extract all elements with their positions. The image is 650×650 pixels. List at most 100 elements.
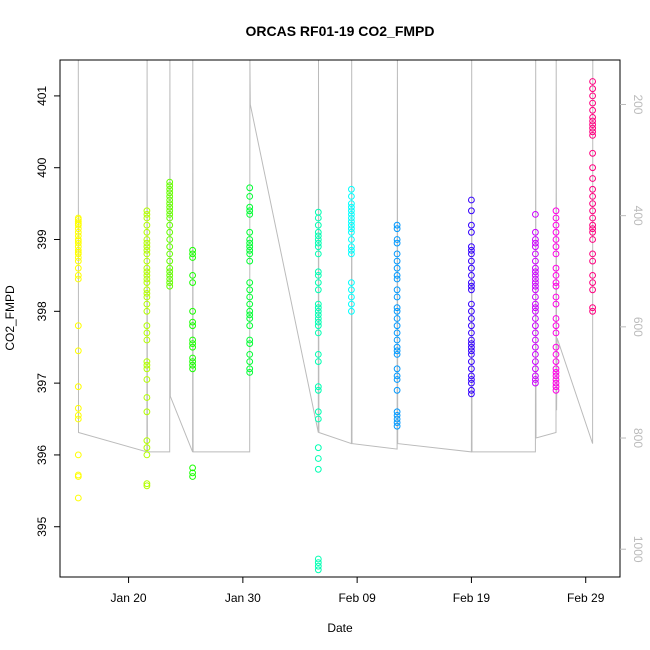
data-point: [246, 322, 254, 330]
series-rf01: [74, 214, 82, 502]
data-point: [532, 211, 539, 218]
data-point: [314, 311, 322, 319]
data-point: [532, 358, 539, 366]
data-point: [532, 228, 539, 236]
data-point: [589, 78, 596, 85]
data-point: [246, 207, 254, 215]
data-point: [348, 218, 355, 226]
data-point: [143, 279, 151, 287]
data-point: [143, 214, 151, 222]
data-point: [468, 315, 475, 322]
data-point: [468, 264, 475, 272]
data-point: [166, 185, 174, 193]
data-point: [314, 279, 322, 287]
data-point: [552, 221, 560, 229]
data-point: [143, 207, 151, 215]
y-axis-label: CO2_FMPD: [3, 285, 17, 351]
data-point: [246, 211, 254, 218]
data-point: [166, 203, 174, 211]
data-point: [143, 293, 151, 301]
data-point: [74, 216, 82, 223]
data-point: [552, 236, 560, 243]
data-point: [393, 351, 401, 358]
data-point: [552, 214, 560, 222]
data-point: [532, 307, 539, 315]
data-point: [166, 196, 174, 204]
data-point: [468, 347, 475, 355]
data-point: [393, 304, 401, 312]
data-point: [393, 275, 401, 283]
data-point: [314, 562, 322, 570]
series-rf11: [552, 207, 560, 394]
data-point: [166, 200, 174, 208]
data-point: [393, 236, 401, 243]
data-point: [189, 272, 197, 279]
data-point: [468, 300, 475, 308]
data-point: [314, 268, 322, 276]
data-point: [74, 347, 82, 355]
data-point: [314, 250, 322, 258]
data-point: [189, 343, 197, 351]
data-point: [532, 315, 539, 322]
data-point: [348, 203, 355, 211]
data-point: [246, 340, 254, 348]
y2-axis: 200 400 600 800 1000: [620, 94, 645, 563]
data-point: [314, 465, 322, 473]
data-point: [189, 361, 197, 369]
data-point: [589, 257, 596, 265]
data-point: [532, 243, 539, 251]
data-point: [589, 228, 596, 236]
data-point: [166, 264, 174, 272]
y2-tick-label: 600: [631, 317, 645, 337]
data-point: [166, 189, 174, 197]
points-layer: [74, 78, 596, 574]
data-point: [552, 293, 560, 301]
data-point: [74, 322, 82, 330]
data-point: [589, 221, 596, 229]
data-point: [552, 282, 560, 290]
data-point: [74, 220, 82, 228]
data-point: [393, 336, 401, 344]
data-point: [393, 412, 401, 419]
data-point: [74, 275, 82, 283]
series-rf04: [189, 246, 197, 480]
series-rf03: [166, 178, 174, 290]
data-point: [393, 322, 401, 330]
data-point: [589, 117, 596, 125]
series-rf08: [393, 221, 401, 430]
data-point: [166, 272, 174, 279]
data-point: [143, 243, 151, 251]
data-point: [314, 358, 322, 366]
data-point: [143, 376, 151, 383]
data-point: [532, 286, 539, 294]
data-point: [166, 178, 174, 186]
data-point: [393, 408, 401, 416]
y-tick-label: 396: [35, 445, 49, 465]
data-point: [246, 369, 254, 376]
data-point: [589, 124, 596, 132]
data-point: [589, 236, 596, 243]
data-point: [532, 293, 539, 301]
data-point: [532, 304, 539, 312]
pressure-trace-layer: [77, 59, 594, 453]
data-point: [74, 225, 82, 233]
pressure-trace-line: [77, 59, 594, 453]
data-point: [552, 383, 560, 391]
data-point: [532, 279, 539, 287]
data-point: [166, 228, 174, 236]
data-point: [246, 293, 254, 301]
data-point: [314, 232, 322, 240]
x-tick-label: Jan 20: [111, 591, 147, 605]
data-point: [532, 343, 539, 351]
data-point: [589, 185, 596, 193]
data-point: [189, 365, 197, 373]
data-point: [74, 218, 82, 226]
data-point: [393, 272, 401, 279]
data-point: [589, 99, 596, 107]
data-point: [314, 243, 322, 251]
data-point: [166, 207, 174, 215]
data-point: [143, 250, 151, 258]
data-point: [246, 203, 254, 211]
data-point: [74, 404, 82, 412]
x-tick-label: Feb 29: [567, 591, 605, 605]
